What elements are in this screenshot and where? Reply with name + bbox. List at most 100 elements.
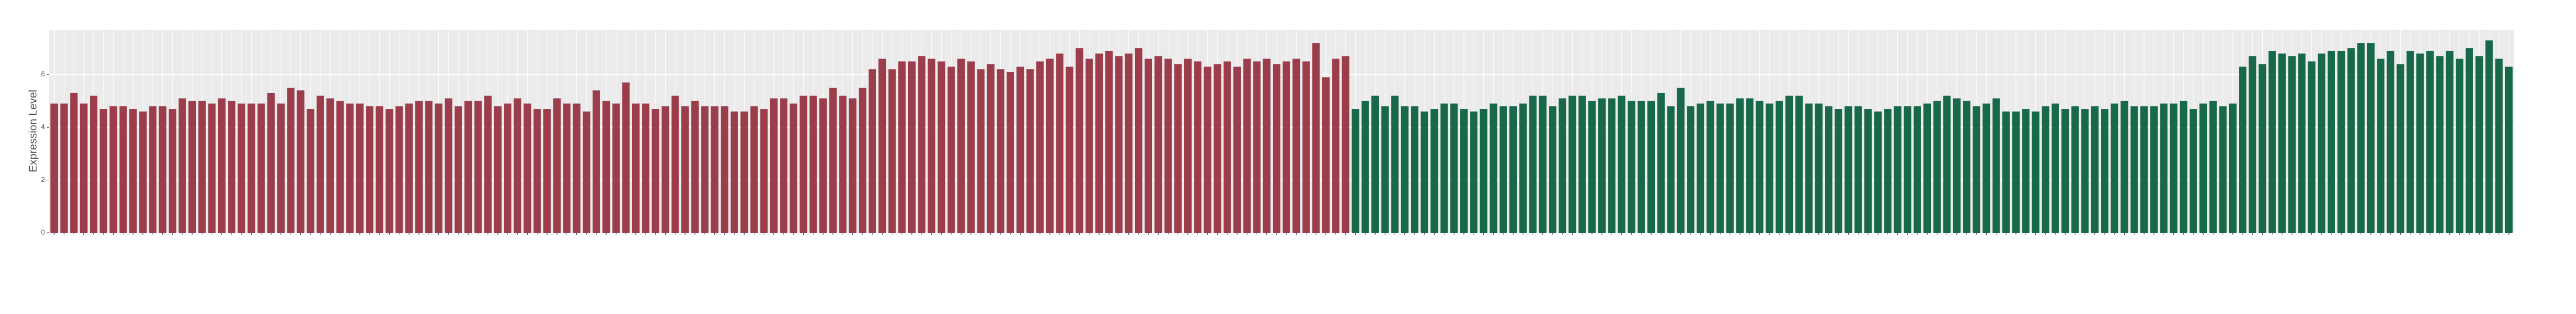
bar: [593, 90, 600, 233]
bar: [2012, 111, 2020, 233]
bar: [2387, 50, 2395, 233]
bar: [1421, 111, 1429, 233]
bar: [346, 103, 354, 233]
bar: [1489, 103, 1497, 233]
bar: [908, 61, 916, 233]
bar: [2288, 56, 2296, 233]
bar: [425, 101, 433, 233]
bar: [504, 103, 511, 233]
bar: [661, 106, 669, 233]
bar: [1085, 58, 1093, 233]
bar: [1785, 95, 1793, 233]
bar: [2101, 109, 2108, 233]
bar: [366, 106, 373, 233]
bar: [1134, 48, 1142, 233]
bar: [780, 98, 788, 233]
bar: [1145, 58, 1153, 233]
bar: [553, 98, 561, 233]
bar: [573, 103, 581, 233]
bar: [60, 103, 68, 233]
bar: [928, 58, 936, 233]
bar: [760, 109, 768, 233]
bar: [2377, 58, 2385, 233]
bar: [2229, 103, 2237, 233]
bar: [918, 56, 926, 233]
bar: [770, 98, 778, 233]
bar: [1706, 101, 1714, 233]
bar: [1381, 106, 1389, 233]
bar: [376, 106, 384, 233]
bar: [1174, 64, 1182, 233]
bar: [1825, 106, 1832, 233]
bar: [2249, 56, 2257, 233]
bar: [1460, 109, 1468, 233]
bar: [2041, 106, 2049, 233]
bar: [1322, 77, 1330, 233]
bar: [2081, 109, 2089, 233]
bar: [2426, 50, 2434, 233]
bar: [257, 103, 265, 233]
bar: [1056, 53, 1064, 233]
bar: [1312, 43, 1320, 233]
bar: [484, 95, 492, 233]
bar: [1351, 109, 1359, 233]
y-tick-label: 6: [41, 70, 45, 78]
bar: [1618, 95, 1626, 233]
bar: [336, 101, 344, 233]
bar: [1430, 109, 1438, 233]
bar: [1470, 111, 1478, 233]
bar: [1756, 101, 1764, 233]
bar: [1243, 58, 1251, 233]
bar: [2061, 109, 2069, 233]
bar: [898, 61, 906, 233]
bar: [937, 61, 945, 233]
bar: [977, 69, 985, 233]
bar: [1736, 98, 1744, 233]
bar: [1539, 95, 1547, 233]
bar: [1923, 103, 1931, 233]
bar: [149, 106, 157, 233]
bar: [1982, 103, 1990, 233]
bar: [2170, 103, 2178, 233]
bar: [2130, 106, 2138, 233]
bar: [415, 101, 423, 233]
bar: [1529, 95, 1537, 233]
bar: [2347, 48, 2355, 233]
bar: [1440, 103, 1448, 233]
bar: [1410, 106, 1418, 233]
bar: [435, 103, 443, 233]
y-tick-label: 2: [41, 175, 45, 184]
bar: [1253, 61, 1261, 233]
bar: [1943, 95, 1951, 233]
bar: [809, 95, 817, 233]
bar: [849, 98, 857, 233]
bar: [129, 109, 137, 233]
bar: [711, 106, 719, 233]
bar: [1184, 58, 1192, 233]
bar: [1973, 106, 1981, 233]
bar: [1765, 103, 1773, 233]
y-tick-label: 0: [41, 228, 45, 236]
bar: [1746, 98, 1754, 233]
bar: [178, 98, 186, 233]
bar: [168, 109, 176, 233]
bar: [1992, 98, 2000, 233]
bar: [1795, 95, 1803, 233]
y-axis-label: Expression Level: [27, 90, 39, 172]
bar: [2357, 43, 2365, 233]
bar: [2091, 106, 2099, 233]
bar: [1667, 106, 1675, 233]
bar: [1805, 103, 1813, 233]
bar: [2199, 103, 2207, 233]
bar: [1026, 69, 1034, 233]
bar: [2317, 53, 2325, 233]
bar: [582, 111, 590, 233]
bar: [317, 95, 324, 233]
bar: [1283, 61, 1291, 233]
bar: [1361, 101, 1369, 233]
bar: [2495, 58, 2503, 233]
bar: [1775, 101, 1783, 233]
bar: [957, 58, 965, 233]
bar: [1963, 101, 1970, 233]
